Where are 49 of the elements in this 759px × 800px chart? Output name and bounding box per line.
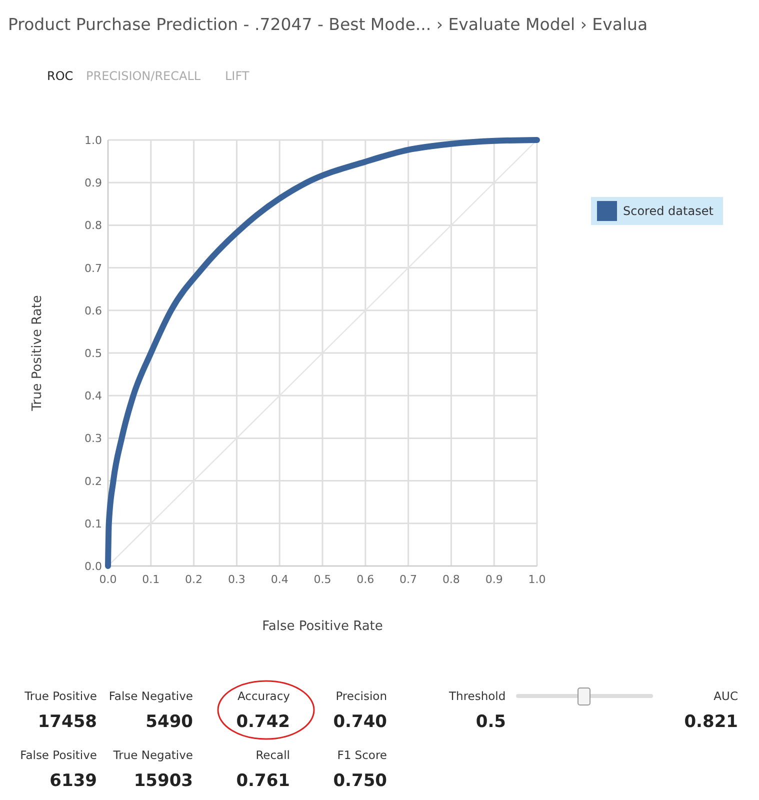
y-tick-label: 0.5 xyxy=(84,347,102,360)
y-tick-label: 0.9 xyxy=(84,176,102,190)
y-axis-title: True Positive Rate xyxy=(30,295,45,412)
y-tick-label: 0.1 xyxy=(84,517,102,530)
text: 15903 xyxy=(134,771,193,791)
text: 0.821 xyxy=(684,712,738,732)
text: 0.5 xyxy=(476,712,506,732)
text: F1 Score xyxy=(337,748,387,762)
chart-title: Product Purchase Prediction - .72047 - Best Mode... › Evaluate Model › Evalua xyxy=(8,15,648,34)
y-tick-label: 0.3 xyxy=(84,432,102,446)
x-tick-label: 0.7 xyxy=(400,573,418,586)
y-tick-label: 0.8 xyxy=(84,219,102,232)
text: 6139 xyxy=(50,771,97,791)
text: 5490 xyxy=(146,712,194,732)
x-tick-label: 0.8 xyxy=(442,573,460,586)
x-tick-label: 0.2 xyxy=(185,573,203,586)
text: 0.761 xyxy=(236,771,290,791)
y-tick-label: 0.0 xyxy=(84,560,102,573)
text: 0.740 xyxy=(333,712,388,732)
text: 0.750 xyxy=(333,771,388,791)
y-tick-label: 0.2 xyxy=(84,474,102,488)
text: Accuracy xyxy=(237,689,290,703)
x-tick-label: 0.1 xyxy=(142,573,160,586)
text: PRECISION/RECALL xyxy=(86,69,201,83)
text: AUC xyxy=(714,689,738,703)
text: False Negative xyxy=(108,689,193,703)
text: ROC xyxy=(47,69,74,83)
text: Threshold xyxy=(448,689,506,703)
y-tick-label: 0.6 xyxy=(84,304,102,318)
text: True Negative xyxy=(112,748,193,762)
text: Recall xyxy=(256,748,290,762)
legend-label: Scored dataset xyxy=(623,204,714,218)
x-tick-label: 0.9 xyxy=(485,573,503,586)
text: 17458 xyxy=(38,712,97,732)
x-tick-label: 1.0 xyxy=(528,573,546,586)
text: True Positive xyxy=(24,689,97,703)
text: False Positive xyxy=(20,748,97,762)
x-tick-label: 0.3 xyxy=(228,573,246,586)
text: LIFT xyxy=(225,69,250,83)
x-tick-label: 0.0 xyxy=(99,573,117,586)
y-tick-label: 1.0 xyxy=(84,134,102,147)
x-tick-label: 0.5 xyxy=(314,573,332,586)
y-tick-label: 0.4 xyxy=(84,390,102,403)
text: 0.742 xyxy=(236,712,290,732)
text: Precision xyxy=(336,689,387,703)
x-axis-title: False Positive Rate xyxy=(262,619,383,634)
x-tick-label: 0.4 xyxy=(270,573,288,586)
x-tick-label: 0.6 xyxy=(356,573,374,586)
y-tick-label: 0.7 xyxy=(84,262,102,275)
